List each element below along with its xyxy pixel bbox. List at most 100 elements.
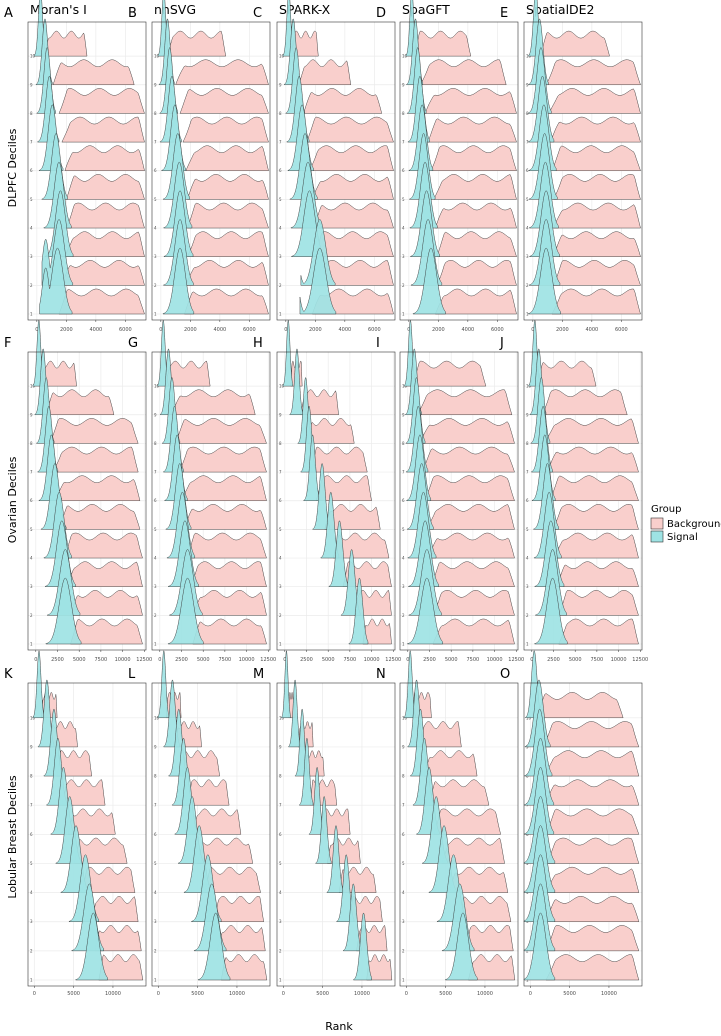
x-tick-label: 0 [159,327,162,333]
background-density [366,954,393,981]
panel-letter: A [4,6,13,21]
x-axis-title: Rank [325,1020,353,1033]
background-density [432,618,515,645]
decile-label: 5 [30,861,33,866]
decile-label: 9 [30,82,33,87]
panel-j: J0250050007500100001250012345678910 [499,319,648,663]
decile-label: 6 [154,832,157,837]
background-density [298,59,351,86]
decile-label: 2 [402,613,405,618]
legend-title: Group [651,504,681,515]
decile-label: 9 [30,744,33,749]
background-density [545,837,640,864]
x-tick-label: 7500 [95,657,108,663]
signal-density [197,912,231,981]
panel-b: nnSVG B 0 2000 4000 6000 1 2 3 4 5 6 7 8 9 10 [128,0,271,333]
x-tick-label: 4000 [461,327,474,333]
x-tick-label: 6000 [119,327,132,333]
background-density [553,532,639,559]
decile-label: 4 [30,226,33,231]
x-tick-label: 0 [158,657,161,663]
background-density [171,389,256,416]
signal-density [157,650,170,719]
decile-label: 8 [279,774,282,779]
panel-h: H 0 2500 5000 7500 10000 12500 1 2 3 4 5 6 7 8 9 10 [253,319,401,663]
decile-label: 9 [402,744,405,749]
background-density [310,446,368,473]
x-tick-label: 5000 [445,657,458,663]
decile-label: 8 [279,441,282,446]
background-density [309,145,394,171]
panel-l: L 0 5000 10000 1 2 3 4 5 6 7 8 9 10 [128,650,271,997]
x-tick-label: 2000 [60,327,73,333]
x-tick-label: 5000 [197,657,210,663]
panel-e: SpatialDE2E020004000600012345678910 [500,0,643,333]
signal-density [299,737,314,806]
decile-label: 10 [154,54,160,59]
background-density [65,561,143,587]
panels-layer: Moran's IA0 2000 4000 600012345678910nnSVGB… [4,0,648,997]
background-density [549,475,639,501]
background-density [545,779,640,806]
decile-label: 6 [526,168,529,173]
decile-label: 4 [154,556,157,561]
decile-label: 6 [30,832,33,837]
panel-letter: M [253,667,264,682]
decile-label: 3 [154,584,157,589]
decile-label: 2 [30,948,33,953]
panel-border [151,21,271,321]
background-density [39,360,77,387]
panel-border [399,682,519,987]
background-density [556,561,639,587]
x-tick-label: 5000 [73,657,86,663]
panel-i: I0250050007500100001250012345678910 [376,319,524,663]
x-tick-label: 2000 [309,327,322,333]
background-density [166,30,226,57]
background-density [312,174,395,200]
background-density [542,721,640,748]
x-tick-label: 0 [284,327,287,333]
background-density [64,145,145,171]
background-density [164,360,211,387]
decile-label: 2 [402,948,405,953]
signal-density [167,577,204,645]
x-tick-label: 12500 [136,657,152,663]
legend: Group Background Signal [650,504,721,543]
background-density [181,475,267,501]
background-density [49,418,139,444]
decile-label: 9 [402,82,405,87]
x-tick-label: 5000 [563,991,576,997]
x-tick-label: 2500 [547,657,560,663]
panel-letter: C [253,6,262,21]
background-density [545,954,640,981]
background-density [187,174,270,200]
x-tick-label: 0 [34,657,37,663]
background-density [61,116,145,143]
background-density [63,532,143,559]
signal-density [312,463,331,530]
decile-label: 7 [402,470,405,475]
decile-label: 10 [30,54,36,59]
background-density [70,590,143,617]
legend-key-background [650,517,664,530]
x-tick-label: 5000 [439,991,452,997]
signal-density [348,577,369,645]
row-title-ovarian: Ovarian Deciles [6,456,19,543]
x-tick-label: 2000 [184,327,197,333]
decile-label: 5 [402,197,405,202]
decile-label: 2 [279,948,282,953]
row-title-dlpfc: DLPFC Deciles [6,128,19,207]
panel-border [151,351,271,651]
background-density [426,504,515,530]
decile-label: 3 [154,254,157,259]
decile-label: 9 [402,412,405,417]
x-tick-label: 10000 [611,657,627,663]
decile-label: 8 [154,774,157,779]
x-tick-label: 10000 [364,657,380,663]
signal-density [403,650,416,719]
signal-density [528,133,558,200]
panel-letter: H [253,336,263,351]
decile-label: 9 [526,412,529,417]
x-tick-label: 6000 [615,327,628,333]
